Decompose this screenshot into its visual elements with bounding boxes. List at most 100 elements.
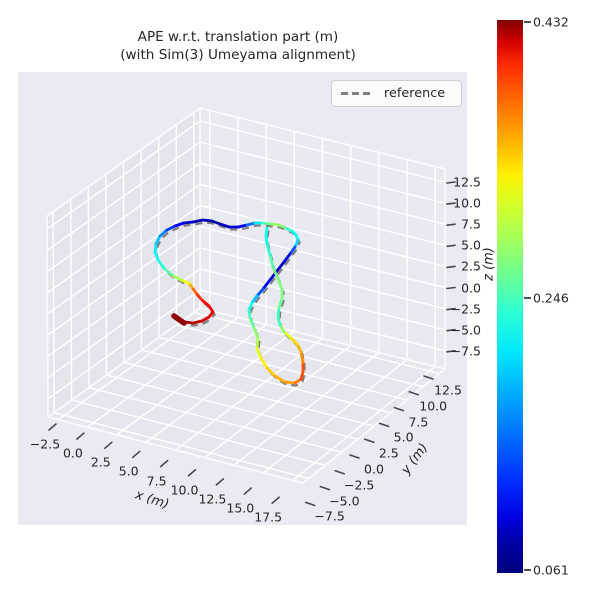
estimate-trajectory-segment bbox=[250, 294, 259, 305]
estimate-trajectory-segment bbox=[264, 233, 269, 246]
x-tick-label: 10.0 bbox=[170, 482, 199, 498]
y-tick-mark bbox=[334, 469, 346, 475]
grid-line-x bbox=[292, 366, 436, 481]
z-tick-label: −2.5 bbox=[450, 301, 481, 317]
grid-line-x bbox=[263, 358, 408, 474]
z-tick-label: 2.5 bbox=[461, 258, 481, 274]
grid-line-left-z bbox=[47, 268, 201, 379]
grid-line-left-z bbox=[47, 204, 201, 315]
grid-line-x bbox=[233, 351, 380, 466]
pane-edge bbox=[47, 416, 304, 484]
grid-line-right-z bbox=[199, 204, 446, 268]
z-tick-label: −5.0 bbox=[450, 322, 481, 338]
trajectory-start-marker bbox=[171, 313, 187, 326]
y-tick-label: 2.5 bbox=[378, 445, 399, 461]
x-tick-mark bbox=[131, 450, 141, 459]
pane-edge bbox=[199, 307, 446, 370]
y-tick-label: 5.0 bbox=[393, 429, 414, 445]
estimate-trajectory-segment bbox=[283, 380, 297, 385]
y-tick-label: −7.5 bbox=[314, 508, 345, 524]
x-tick-label: 0.0 bbox=[62, 445, 83, 461]
x-tick-label: −2.5 bbox=[29, 436, 61, 452]
grid-line-x bbox=[204, 344, 352, 459]
plot-title-line1: APE w.r.t. translation part (m) bbox=[137, 29, 339, 45]
z-tick-mark bbox=[446, 223, 456, 226]
grid-line-left-vert bbox=[87, 186, 90, 388]
estimate-trajectory-segment bbox=[179, 278, 191, 285]
grid-line-left-z bbox=[47, 289, 201, 400]
z-tick-label: 10.0 bbox=[453, 195, 481, 211]
x-tick-mark bbox=[243, 487, 253, 495]
plot-title-line2: (with Sim(3) Umeyama alignment) bbox=[120, 47, 356, 63]
z-tick-label: −7.5 bbox=[450, 343, 481, 359]
x-tick-mark bbox=[271, 496, 281, 505]
grid-line-right-z bbox=[199, 268, 446, 331]
z-tick-mark bbox=[446, 286, 456, 290]
z-tick-mark bbox=[446, 349, 456, 353]
y-tick-mark bbox=[408, 390, 420, 396]
estimate-trajectory-segment bbox=[264, 226, 269, 237]
x-tick-label: 15.0 bbox=[226, 500, 255, 516]
y-tick-label: 12.5 bbox=[434, 382, 462, 398]
estimate-trajectory-segment bbox=[275, 260, 286, 273]
y-tick-mark bbox=[363, 438, 375, 444]
grid-line-left-z bbox=[47, 226, 201, 336]
estimate-trajectory-segment bbox=[158, 228, 169, 238]
legend: reference bbox=[331, 80, 462, 107]
estimate-trajectory-segment bbox=[218, 222, 231, 229]
z-tick-mark bbox=[446, 181, 456, 184]
x-tick-mark bbox=[187, 468, 197, 477]
y-tick-label: −5.0 bbox=[329, 493, 360, 509]
grid-line-left-vert bbox=[105, 174, 108, 376]
colorbar-gradient bbox=[497, 20, 523, 573]
y-tick-mark bbox=[319, 485, 331, 491]
estimate-trajectory-segment bbox=[248, 316, 256, 330]
z-tick-mark bbox=[446, 328, 456, 332]
z-tick-mark bbox=[446, 202, 456, 205]
z-tick-label: 12.5 bbox=[453, 174, 481, 190]
estimate-trajectory-segment bbox=[165, 224, 177, 232]
estimate-trajectory-segment bbox=[194, 291, 204, 302]
colorbar-tick-label: 0.246 bbox=[533, 290, 569, 306]
x-tick-mark bbox=[215, 478, 225, 486]
y-tick-mark bbox=[349, 454, 360, 459]
x-tick-label: 12.5 bbox=[198, 491, 227, 507]
grid-line-y bbox=[123, 361, 375, 427]
estimate-trajectory-segment bbox=[156, 258, 166, 270]
x-tick-mark bbox=[76, 432, 85, 440]
pane-edge bbox=[46, 215, 49, 418]
x-tick-mark bbox=[159, 459, 169, 468]
grid-line-right-z bbox=[199, 225, 446, 289]
pane-edge bbox=[47, 307, 201, 418]
pane-edge bbox=[302, 368, 446, 484]
estimate-trajectory-segment bbox=[288, 245, 297, 256]
grid-line-right-z bbox=[199, 247, 446, 310]
estimate-trajectory-segment bbox=[200, 298, 211, 308]
y-tick-mark bbox=[423, 375, 434, 380]
grid-line-left-vert bbox=[122, 161, 125, 363]
estimate-trajectory-segment bbox=[261, 278, 272, 291]
estimate-trajectory-segment bbox=[277, 297, 284, 310]
y-tick-mark bbox=[393, 406, 405, 412]
z-tick-mark bbox=[446, 307, 456, 311]
estimate-trajectory-segment bbox=[182, 220, 195, 225]
estimate-trajectory-segment bbox=[271, 265, 280, 281]
estimate-trajectory-segment bbox=[191, 319, 204, 325]
estimate-trajectory-segment bbox=[273, 374, 287, 384]
pane-edge bbox=[199, 107, 446, 170]
pane-edge bbox=[46, 107, 201, 217]
dashed-line-icon bbox=[341, 92, 374, 95]
legend-label: reference bbox=[384, 86, 446, 101]
grid-line-left-z bbox=[47, 247, 201, 357]
x-tick-label: 7.5 bbox=[146, 473, 167, 489]
estimate-trajectory-segment bbox=[170, 273, 183, 282]
grid-line-y bbox=[176, 324, 424, 388]
estimate-trajectory-segment bbox=[162, 266, 174, 277]
z-tick-mark bbox=[446, 244, 456, 248]
colorbar-tick-label: 0.432 bbox=[533, 14, 569, 30]
y-tick-label: 0.0 bbox=[364, 461, 384, 477]
estimate-trajectory-segment bbox=[236, 223, 249, 229]
estimate-trajectory-segment bbox=[201, 218, 214, 223]
